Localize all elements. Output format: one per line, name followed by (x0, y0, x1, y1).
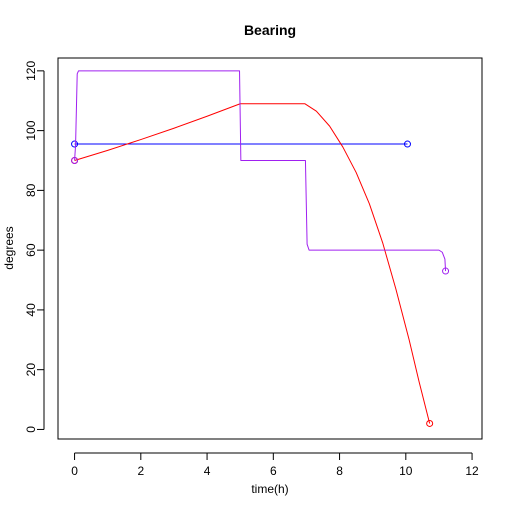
series-1-marker (403, 140, 411, 148)
x-axis: 0 2 4 6 8 10 12 (71, 452, 479, 478)
series-line-2 (74, 103, 431, 424)
x-tick-label: 6 (270, 464, 277, 478)
series-3-marker (442, 267, 450, 275)
x-tick-label: 10 (399, 464, 413, 478)
x-tick-label: 4 (204, 464, 211, 478)
series-line-3 (74, 70, 447, 272)
chart-title: Bearing (244, 22, 296, 38)
series-3-marker (71, 156, 79, 164)
y-axis-label: degrees (2, 226, 16, 269)
x-tick-label: 2 (137, 464, 144, 478)
series-1-marker (71, 140, 79, 148)
series-2-marker (426, 419, 434, 427)
y-tick-label: 80 (24, 183, 38, 197)
x-tick-label: 0 (71, 464, 78, 478)
y-tick-label: 20 (24, 363, 38, 377)
y-tick-label: 120 (24, 61, 38, 81)
y-tick-label: 100 (24, 120, 38, 140)
y-tick-label: 40 (24, 303, 38, 317)
x-tick-label: 8 (336, 464, 343, 478)
x-tick-label: 12 (465, 464, 479, 478)
series-layer (71, 70, 450, 427)
y-tick-label: 60 (24, 243, 38, 257)
y-tick-label: 0 (24, 426, 38, 433)
y-axis: 0 20 40 60 80 100 120 (24, 61, 45, 433)
plot-frame (57, 57, 483, 440)
x-axis-label: time(h) (251, 482, 288, 496)
